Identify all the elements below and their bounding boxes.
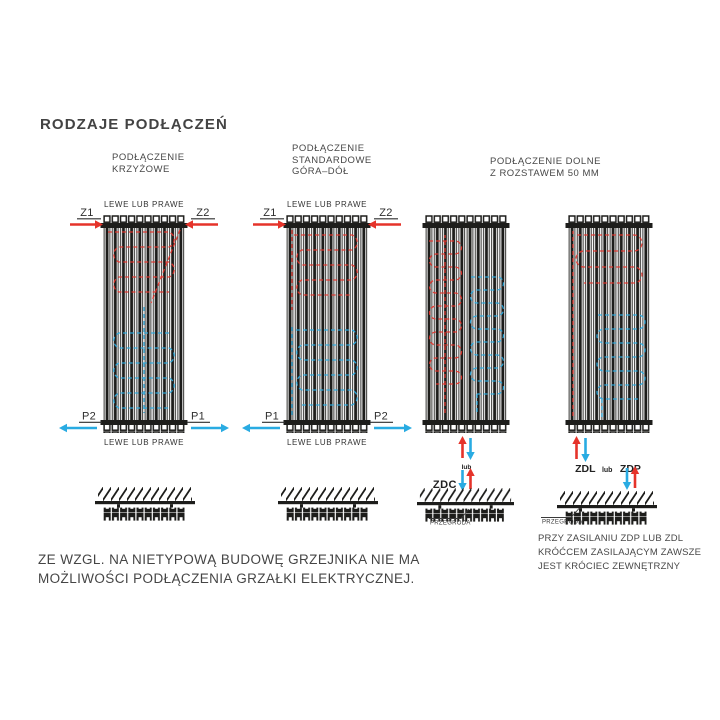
arrow-head-down [458, 483, 467, 491]
radiator-body [283, 215, 371, 433]
port-label-z1: Z1 [80, 207, 93, 219]
port-label-p2: P2 [374, 411, 388, 423]
d3-connection-arrows-top [458, 436, 475, 460]
d3-floor-section [417, 488, 514, 522]
d4-note-line2: KRÓĆCEM ZASILAJĄCYM ZAWSZE [538, 547, 702, 558]
port-label-z2: Z2 [379, 207, 392, 219]
diagram3-heading-line1: PODŁĄCZENIE DOLNE [490, 156, 601, 167]
arrow-head-up [572, 436, 581, 444]
d4-note-line1: PRZY ZASILANIU ZDP LUB ZDL [538, 533, 684, 544]
footer-note: ZE WZGL. NA NIETYPOWĄ BUDOWĘ GRZEJNIKA N… [38, 551, 420, 588]
d2-top-side-label: LEWE LUB PRAWE [287, 200, 367, 209]
port-label-p1: P1 [191, 411, 205, 423]
flow-supply-path [428, 235, 463, 413]
radiator-4 [565, 215, 653, 433]
d2-return-arrow-right: P2 [370, 411, 412, 433]
d1-top-side-label: LEWE LUB PRAWE [104, 200, 184, 209]
d4-label-zdl: ZDL [575, 463, 596, 475]
d2-return-arrow-left: P1 [242, 411, 285, 433]
d4-connection-arrows-right [622, 466, 640, 490]
d3-connection-arrows-bottom [458, 468, 475, 491]
d1-supply-arrow-left: Z1 [70, 207, 103, 229]
d2-floor-section [278, 487, 378, 521]
d4-zdl-zdp-label: ZDL lub ZDP [575, 459, 641, 476]
arrow-head-down [622, 482, 632, 490]
diagram1-heading-line2: KRZYŻOWE [112, 163, 170, 175]
d3-przegroda-label: PRZEGRODA [430, 521, 471, 527]
d2-supply-arrow-right: Z2 [368, 207, 401, 229]
diagram2-heading: PODŁĄCZENIE STANDARDOWE GÓRA–DÓŁ [292, 143, 372, 178]
arrow-head-up [630, 466, 640, 474]
diagram1-heading: PODŁĄCZENIE KRZYŻOWE [112, 152, 185, 175]
diagram2-heading-line1: PODŁĄCZENIE [292, 143, 365, 154]
d1-return-arrow-left: P2 [59, 411, 102, 433]
diagram2-heading-line2: STANDARDOWE [292, 154, 372, 166]
port-label-p1: P1 [265, 411, 279, 423]
d4-przegroda-label: PRZEGRODA [542, 520, 583, 526]
arrow-head [368, 220, 376, 229]
radiator-1 [100, 215, 188, 433]
arrow-head-down [581, 454, 590, 462]
flow-return-path [469, 276, 505, 415]
radiator-body [565, 215, 653, 433]
arrow-head [278, 220, 286, 229]
d4-note: PRZY ZASILANIU ZDP LUB ZDL KRÓĆCEM ZASIL… [538, 532, 701, 574]
arrow-head-down [466, 452, 475, 460]
diagram2-heading-line3: GÓRA–DÓŁ [292, 166, 349, 177]
flow-supply-path [291, 230, 358, 310]
flow-return-path [596, 314, 646, 417]
page-title: RODZAJE PODŁĄCZEŃ [40, 116, 228, 133]
radiator-2 [283, 215, 371, 433]
d1-bottom-side-label: LEWE LUB PRAWE [104, 438, 184, 447]
arrow-head-up [458, 436, 467, 444]
d4-note-line3: JEST KRÓCIEC ZEWNĘTRZNY [538, 561, 681, 572]
radiator-3 [422, 215, 510, 433]
footer-note-line1: ZE WZGL. NA NIETYPOWĄ BUDOWĘ GRZEJNIKA N… [38, 552, 420, 567]
d3-or-label: lub [462, 464, 472, 471]
arrow-head [185, 220, 193, 229]
port-label-z2: Z2 [196, 207, 209, 219]
arrow-head [221, 423, 229, 433]
diagram3-heading-line2: Z ROZSTAWEM 50 MM [490, 167, 600, 179]
diagram1-heading-line1: PODŁĄCZENIE [112, 152, 185, 163]
arrow-head [59, 423, 67, 433]
d1-floor-section [95, 487, 195, 521]
d4-przegroda-leader [541, 508, 580, 518]
footer-note-line2: MOŻLIWOŚCI PODŁĄCZENIA GRZAŁKI ELEKTRYCZ… [38, 570, 415, 586]
radiator-body [422, 215, 510, 433]
d2-bottom-side-label: LEWE LUB PRAWE [287, 438, 367, 447]
d3-przegroda-leader [429, 508, 470, 519]
port-label-z1: Z1 [263, 207, 276, 219]
d1-supply-arrow-right: Z2 [185, 207, 218, 229]
arrow-head-up [466, 468, 475, 476]
arrow-head [95, 220, 103, 229]
arrow-head [242, 423, 250, 433]
flow-return-path [113, 307, 175, 413]
d2-supply-arrow-left: Z1 [253, 207, 286, 229]
port-label-p2: P2 [82, 411, 96, 423]
flow-supply-path [572, 231, 643, 416]
diagram3-heading: PODŁĄCZENIE DOLNE Z ROZSTAWEM 50 MM [490, 156, 601, 179]
d1-return-arrow-right: P1 [187, 411, 229, 433]
arrow-head [404, 423, 412, 433]
d4-connection-arrows-left [572, 436, 590, 462]
d4-label-lub: lub [602, 467, 613, 474]
flow-return-path [291, 327, 358, 415]
flow-supply-path [108, 229, 181, 304]
